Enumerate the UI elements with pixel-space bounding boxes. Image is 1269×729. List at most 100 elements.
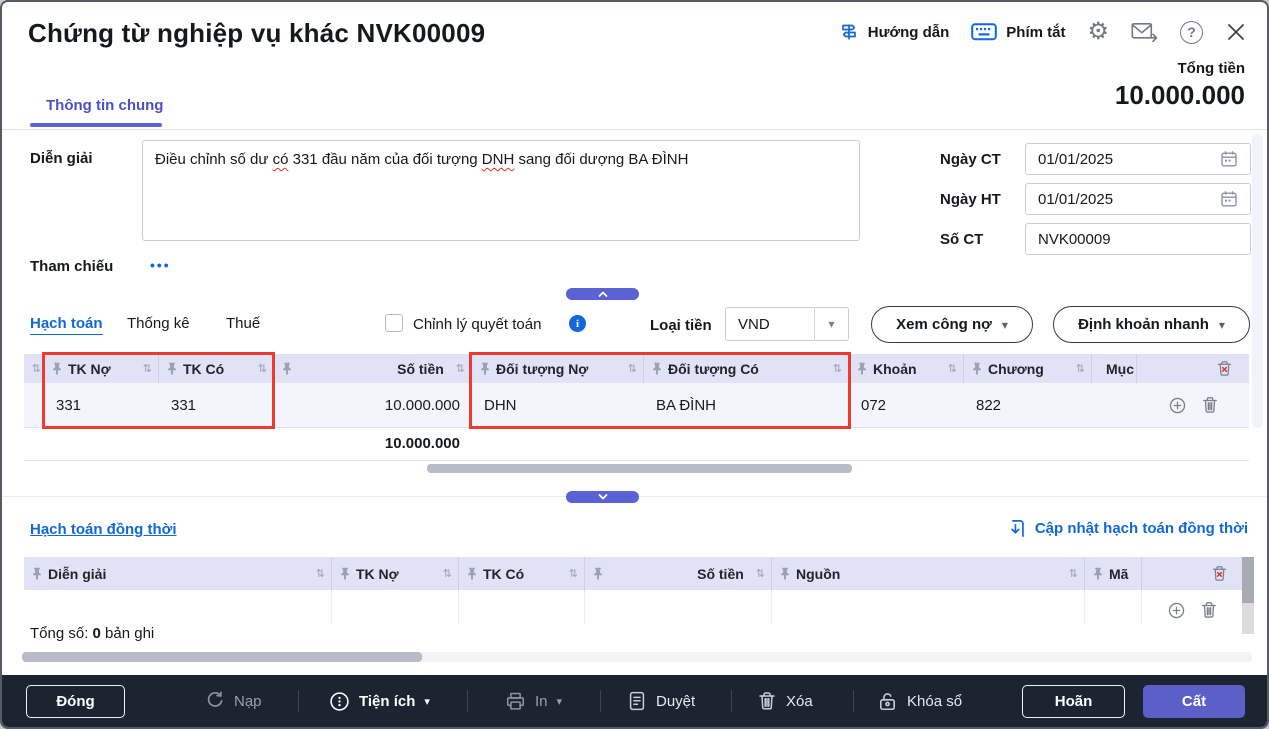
post-date-input[interactable]: 01/01/2025 xyxy=(1025,183,1251,215)
feedback-mail-icon[interactable] xyxy=(1131,22,1158,42)
column-header-khoan[interactable]: Khoản ⇅ xyxy=(849,354,964,383)
cell-so-tien[interactable]: 10.000.000 xyxy=(274,383,472,428)
tab-thong-ke[interactable]: Thống kê xyxy=(127,315,190,332)
sort-icon: ⇅ xyxy=(142,363,152,375)
column-label: Mã xyxy=(1109,565,1129,582)
toolbar-divider xyxy=(298,690,299,712)
column-header-tk-no[interactable]: TK Nợ ⇅ xyxy=(332,557,459,590)
doc-date-value: 01/01/2025 xyxy=(1038,150,1114,168)
lock-button[interactable]: Khóa sổ xyxy=(877,675,962,727)
cell-muc[interactable] xyxy=(1092,383,1137,428)
delete-all-icon[interactable] xyxy=(1211,565,1228,582)
reload-button[interactable]: Nạp xyxy=(205,675,262,727)
cell-doi-tuong-no[interactable]: DHN xyxy=(472,383,644,428)
shortcut-button[interactable]: Phím tắt xyxy=(971,23,1065,41)
column-label: Diễn giải xyxy=(48,565,107,582)
cell-tk-co[interactable]: 331 xyxy=(159,383,274,428)
reference-more-button[interactable]: ••• xyxy=(150,257,171,273)
accounting-grid-row[interactable]: 331 331 10.000.000 DHN BA ĐÌNH 072 822 xyxy=(24,383,1249,428)
refresh-icon xyxy=(207,691,223,707)
column-header-actions xyxy=(1142,557,1242,590)
update-simultaneous-link[interactable]: Cập nhật hạch toán đồng thời xyxy=(1007,519,1248,538)
utilities-button[interactable]: Tiện ích ▾ xyxy=(329,675,430,727)
pin-icon xyxy=(1094,567,1102,580)
total-amount-value: 10.000.000 xyxy=(1114,80,1245,110)
guide-button[interactable]: Hướng dẫn xyxy=(839,22,949,42)
chevron-down-icon: ▾ xyxy=(814,308,848,340)
column-header-so-tien[interactable]: Số tiền ⇅ xyxy=(274,354,472,383)
delete-all-icon[interactable] xyxy=(1216,360,1233,377)
vertical-scrollbar-thumb[interactable] xyxy=(1242,557,1254,603)
currency-select[interactable]: VND ▾ xyxy=(725,307,849,341)
column-header-ma[interactable]: Mã xyxy=(1085,557,1142,590)
vertical-scrollbar-track xyxy=(1252,134,1263,428)
close-button[interactable]: Đóng xyxy=(26,685,125,718)
column-header-nguon[interactable]: Nguồn ⇅ xyxy=(772,557,1085,590)
column-header-muc[interactable]: Mục xyxy=(1092,354,1137,383)
utilities-icon xyxy=(330,691,349,711)
sort-icon: ⇅ xyxy=(1068,568,1078,580)
save-button[interactable]: Cất xyxy=(1143,685,1245,718)
quick-entry-button[interactable]: Định khoản nhanh ▾ xyxy=(1053,306,1250,343)
chevron-down-icon: ▾ xyxy=(424,695,430,708)
column-header-tk-co[interactable]: TK Có ⇅ xyxy=(159,354,274,383)
add-row-icon[interactable] xyxy=(1168,396,1187,415)
print-label: In xyxy=(535,692,548,710)
pin-icon xyxy=(468,567,476,580)
calendar-icon[interactable] xyxy=(1220,190,1238,208)
adjustment-checkbox[interactable] xyxy=(385,314,403,332)
postpone-button[interactable]: Hoãn xyxy=(1022,685,1125,718)
close-icon[interactable] xyxy=(1225,21,1247,43)
cell-stub xyxy=(24,383,44,428)
column-header-dien-giai[interactable]: Diễn giải ⇅ xyxy=(24,557,332,590)
tab-general-info[interactable]: Thông tin chung xyxy=(46,97,164,114)
cell-khoan[interactable]: 072 xyxy=(849,383,964,428)
chevron-down-icon: ▾ xyxy=(556,695,563,708)
print-button[interactable]: In ▾ xyxy=(505,675,562,727)
total-amount-label: Tổng tiền xyxy=(1177,60,1246,77)
reload-label: Nạp xyxy=(234,692,262,710)
horizontal-scrollbar-track[interactable] xyxy=(22,652,1252,662)
view-debt-button[interactable]: Xem công nợ ▾ xyxy=(871,306,1033,343)
tab-hach-toan[interactable]: Hạch toán xyxy=(30,315,103,335)
horizontal-scrollbar-thumb[interactable] xyxy=(22,652,422,662)
settings-gear-icon[interactable]: ⚙ xyxy=(1087,18,1109,45)
info-icon[interactable]: i xyxy=(569,315,586,332)
column-header-chuong[interactable]: Chương ⇅ xyxy=(964,354,1092,383)
collapse-header-button[interactable] xyxy=(566,288,639,300)
column-header-tk-no[interactable]: TK Nợ ⇅ xyxy=(44,354,159,383)
approve-button[interactable]: Duyệt xyxy=(627,675,695,727)
cell-doi-tuong-co[interactable]: BA ĐÌNH xyxy=(644,383,849,428)
tab-thue[interactable]: Thuế xyxy=(226,315,261,332)
horizontal-scrollbar[interactable] xyxy=(427,464,852,473)
record-count: Tổng số: 0 bản ghi xyxy=(30,625,154,642)
toolbar-divider xyxy=(731,690,732,712)
doc-date-input[interactable]: 01/01/2025 xyxy=(1025,143,1251,175)
delete-row-icon[interactable] xyxy=(1200,601,1218,619)
pin-icon xyxy=(283,362,291,375)
column-header-tk-co[interactable]: TK Có ⇅ xyxy=(459,557,585,590)
help-glyph: ? xyxy=(1187,24,1196,40)
delete-button[interactable]: Xóa xyxy=(757,675,813,727)
add-row-icon[interactable] xyxy=(1167,601,1186,620)
column-header-stub[interactable]: ⇅ xyxy=(24,354,44,383)
help-icon[interactable]: ? xyxy=(1180,20,1203,44)
vertical-scrollbar-track[interactable] xyxy=(1242,557,1254,634)
description-textarea[interactable]: Điều chỉnh số dư có 331 đầu năm của đối … xyxy=(142,140,860,241)
pin-icon xyxy=(33,567,41,580)
doc-number-input[interactable]: NVK00009 xyxy=(1025,223,1251,255)
calendar-icon[interactable] xyxy=(1220,150,1238,168)
doc-number-value: NVK00009 xyxy=(1038,230,1111,248)
pin-icon xyxy=(168,362,176,375)
column-header-doi-tuong-no[interactable]: Đối tượng Nợ ⇅ xyxy=(472,354,644,383)
delete-row-icon[interactable] xyxy=(1201,396,1219,414)
update-simultaneous-label: Cập nhật hạch toán đồng thời xyxy=(1034,520,1248,537)
simultaneous-section-title[interactable]: Hạch toán đồng thời xyxy=(30,521,177,538)
reference-label: Tham chiếu xyxy=(30,258,114,275)
cell-tk-no[interactable]: 331 xyxy=(44,383,159,428)
column-header-so-tien[interactable]: Số tiền ⇅ xyxy=(585,557,772,590)
column-header-doi-tuong-co[interactable]: Đối tượng Có ⇅ xyxy=(644,354,849,383)
collapse-grid-button[interactable] xyxy=(566,491,639,503)
record-count-prefix: Tổng số: xyxy=(30,625,93,642)
cell-chuong[interactable]: 822 xyxy=(964,383,1092,428)
